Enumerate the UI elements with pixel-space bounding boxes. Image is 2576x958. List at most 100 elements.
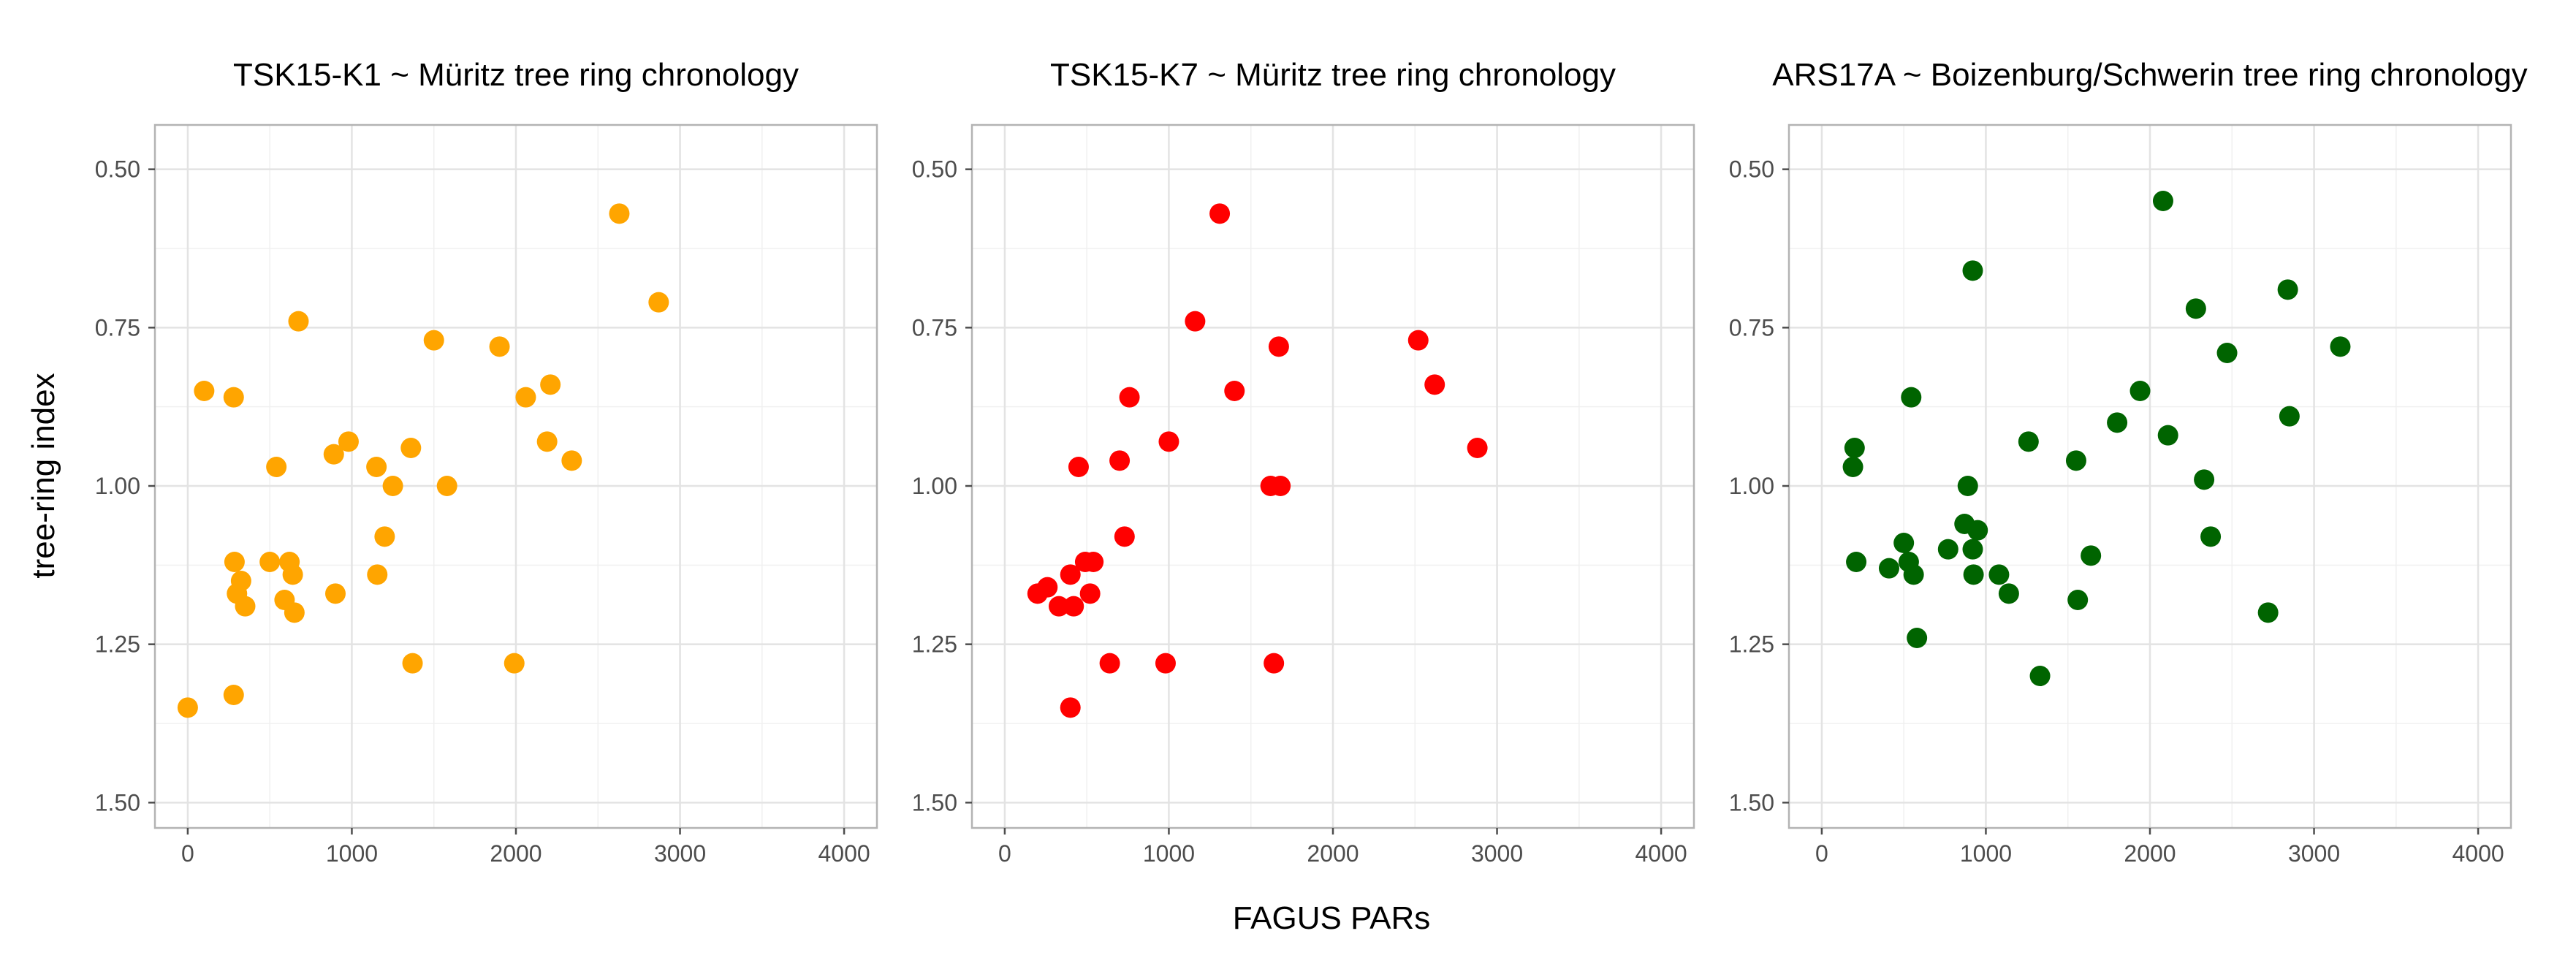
data-point xyxy=(1424,374,1445,395)
x-axis-title: FAGUS PARs xyxy=(1233,900,1431,936)
data-point xyxy=(2185,298,2206,319)
x-tick-label: 2000 xyxy=(1307,840,1359,867)
data-point xyxy=(1467,438,1488,458)
panel-title: ARS17A ~ Boizenburg/Schwerin tree ring c… xyxy=(1772,57,2527,93)
scatter-panel-1: 0 1000 2000 3000 4000 0.50 0.75 1.00 1.25 1.50 TSK… xyxy=(95,57,878,867)
data-point xyxy=(382,476,403,496)
y-tick-label: 0.50 xyxy=(912,156,957,183)
panel-title: TSK15-K1 ~ Müritz tree ring chronology xyxy=(233,57,799,93)
data-point xyxy=(374,526,395,547)
panel-title: TSK15-K7 ~ Müritz tree ring chronology xyxy=(1050,57,1616,93)
data-point xyxy=(1209,203,1231,224)
data-point xyxy=(259,552,281,572)
data-point xyxy=(2157,425,2178,446)
x-tick-label: 2000 xyxy=(2124,840,2176,867)
data-point xyxy=(1224,381,1245,401)
data-point xyxy=(1998,583,2019,604)
data-point xyxy=(367,564,388,585)
data-point xyxy=(1967,520,1988,541)
data-point xyxy=(1846,552,1867,572)
data-point xyxy=(230,571,251,591)
data-point xyxy=(1264,653,1285,674)
x-tick-label: 1000 xyxy=(1143,840,1195,867)
data-point xyxy=(223,685,244,705)
data-point xyxy=(194,381,215,401)
data-point xyxy=(1962,260,1983,281)
data-point xyxy=(1158,431,1179,452)
x-tick-label: 3000 xyxy=(2288,840,2340,867)
data-point xyxy=(284,602,305,623)
data-point xyxy=(266,457,287,477)
data-point xyxy=(2200,526,2222,547)
x-tick-label: 4000 xyxy=(1635,840,1687,867)
data-point xyxy=(1407,330,1429,351)
data-point xyxy=(1268,336,1289,357)
data-point xyxy=(288,311,309,332)
data-point xyxy=(648,292,669,313)
y-tick-label: 1.50 xyxy=(912,789,957,816)
data-point xyxy=(1109,450,1131,471)
data-point xyxy=(1068,457,1089,477)
data-point xyxy=(2081,545,2102,566)
data-point xyxy=(1079,583,1101,604)
data-point xyxy=(1963,564,1984,585)
y-tick-label: 1.25 xyxy=(95,631,140,658)
y-tick-label: 1.25 xyxy=(912,631,957,658)
data-point xyxy=(2067,590,2089,610)
data-point xyxy=(338,431,359,452)
data-point xyxy=(323,444,344,465)
y-tick-label: 1.00 xyxy=(95,473,140,499)
y-tick-label: 0.50 xyxy=(95,156,140,183)
data-point xyxy=(1119,387,1140,408)
data-point xyxy=(540,374,561,395)
data-point xyxy=(366,457,387,477)
x-tick-label: 3000 xyxy=(1471,840,1523,867)
data-point xyxy=(1957,476,1978,496)
y-tick-label: 1.00 xyxy=(912,473,957,499)
data-point xyxy=(235,596,256,617)
y-tick-label: 1.25 xyxy=(1729,631,1774,658)
x-tick-label: 3000 xyxy=(654,840,706,867)
data-point xyxy=(536,431,558,452)
y-tick-label: 1.50 xyxy=(1729,789,1774,816)
scatter-panel-2: 0 1000 2000 3000 4000 0.50 0.75 1.00 1.25 1.50 TSK… xyxy=(912,57,1695,867)
y-tick-label: 0.50 xyxy=(1729,156,1774,183)
data-point xyxy=(402,653,423,674)
data-point xyxy=(1063,596,1084,617)
data-point xyxy=(1842,457,1863,477)
data-point xyxy=(325,583,346,604)
x-tick-label: 0 xyxy=(1815,840,1828,867)
data-point xyxy=(223,387,244,408)
data-point xyxy=(2018,431,2039,452)
data-point xyxy=(2129,381,2151,401)
data-point xyxy=(1083,552,1104,572)
data-point xyxy=(1185,311,1206,332)
data-point xyxy=(609,203,630,224)
data-point xyxy=(1962,539,1983,560)
data-point xyxy=(561,450,582,471)
data-point xyxy=(1893,533,1915,553)
data-point xyxy=(515,387,536,408)
data-point xyxy=(1060,697,1081,718)
data-point xyxy=(1878,558,1899,579)
data-point xyxy=(224,552,245,572)
data-point xyxy=(423,330,444,351)
data-point xyxy=(1114,526,1135,547)
data-point xyxy=(1901,387,1922,408)
data-point xyxy=(1844,438,1865,458)
y-tick-label: 1.00 xyxy=(1729,473,1774,499)
data-point xyxy=(1037,577,1058,598)
y-tick-label: 0.75 xyxy=(912,314,957,341)
data-point xyxy=(2194,469,2215,490)
data-point xyxy=(2216,343,2238,363)
data-point xyxy=(1988,564,2010,585)
y-tick-label: 0.75 xyxy=(95,314,140,341)
data-point xyxy=(2029,666,2051,686)
data-point xyxy=(1049,596,1070,617)
x-tick-label: 4000 xyxy=(2452,840,2504,867)
data-point xyxy=(1937,539,1958,560)
data-point xyxy=(1099,653,1120,674)
data-point xyxy=(2107,412,2128,433)
data-point xyxy=(2152,191,2173,211)
